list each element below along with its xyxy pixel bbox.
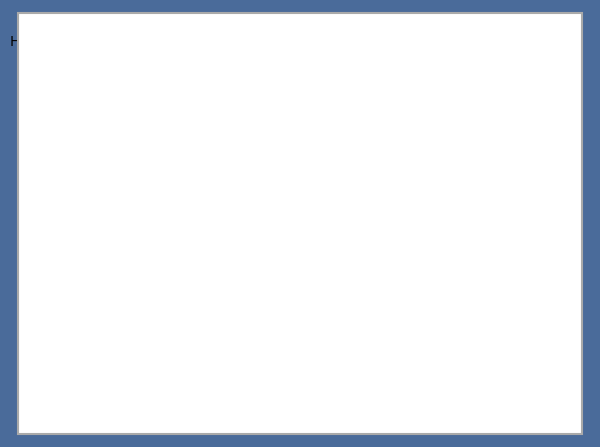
Y-axis label: Grams Per Capita Per Day: Grams Per Capita Per Day: [22, 151, 32, 296]
Title: Harmless and Harmful Vegetable Oil & Sugar Consumption vs. AMD Prevalence in
Jap: Harmless and Harmful Vegetable Oil & Sug…: [10, 35, 578, 65]
Y-axis label: % AMD Prevalence: % AMD Prevalence: [550, 171, 560, 276]
Text: % AMD: % AMD: [354, 297, 398, 310]
Text: Sugar: Sugar: [141, 203, 178, 216]
Text: Harmless Veg Oil: Harmless Veg Oil: [371, 360, 466, 371]
Text: Harmful Veg Oil: Harmful Veg Oil: [115, 311, 213, 324]
